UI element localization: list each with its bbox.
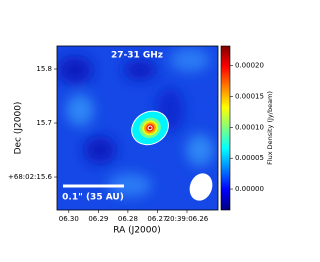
colorbar-label: Flux Density (Jy/beam) — [266, 91, 274, 165]
y-axis-label: Dec (J2000) — [14, 102, 24, 155]
colorbar-tick-label: 0.00000 — [235, 185, 264, 193]
x-tick-label: 06.28 — [118, 215, 138, 223]
x-axis-label: RA (J2000) — [113, 226, 161, 236]
colorbar-tick-label: 0.00015 — [235, 93, 264, 101]
beam — [189, 173, 213, 201]
y-tick-label: 15.7 — [36, 119, 52, 127]
image-area: 0.1" (35 AU) 27-31 GHz — [57, 46, 218, 210]
chart-title: 27-31 GHz — [111, 51, 163, 61]
x-tick-label: 06.30 — [59, 215, 79, 223]
source-peak — [147, 125, 153, 131]
colorbar-tick-label: 0.00020 — [235, 62, 264, 70]
y-tick-label: +68:02:15.6 — [8, 173, 53, 181]
y-tick-label: 15.8 — [36, 65, 52, 73]
plot-frame — [56, 45, 219, 211]
x-tick-label: 06.27 — [147, 215, 167, 223]
noise — [57, 48, 214, 197]
x-tick-label: 20:39:06.26 — [166, 215, 209, 223]
chart: 0.1" (35 AU) 27-31 GHz RA (J2000) Dec (J… — [8, 45, 274, 236]
colorbar-tick-label: 0.00010 — [235, 123, 264, 131]
colorbar — [220, 45, 231, 211]
source — [131, 110, 169, 146]
scale-bar-label: 0.1" (35 AU) — [62, 193, 124, 203]
colorbar-tick-label: 0.00005 — [235, 154, 264, 162]
x-tick-label: 06.29 — [88, 215, 108, 223]
